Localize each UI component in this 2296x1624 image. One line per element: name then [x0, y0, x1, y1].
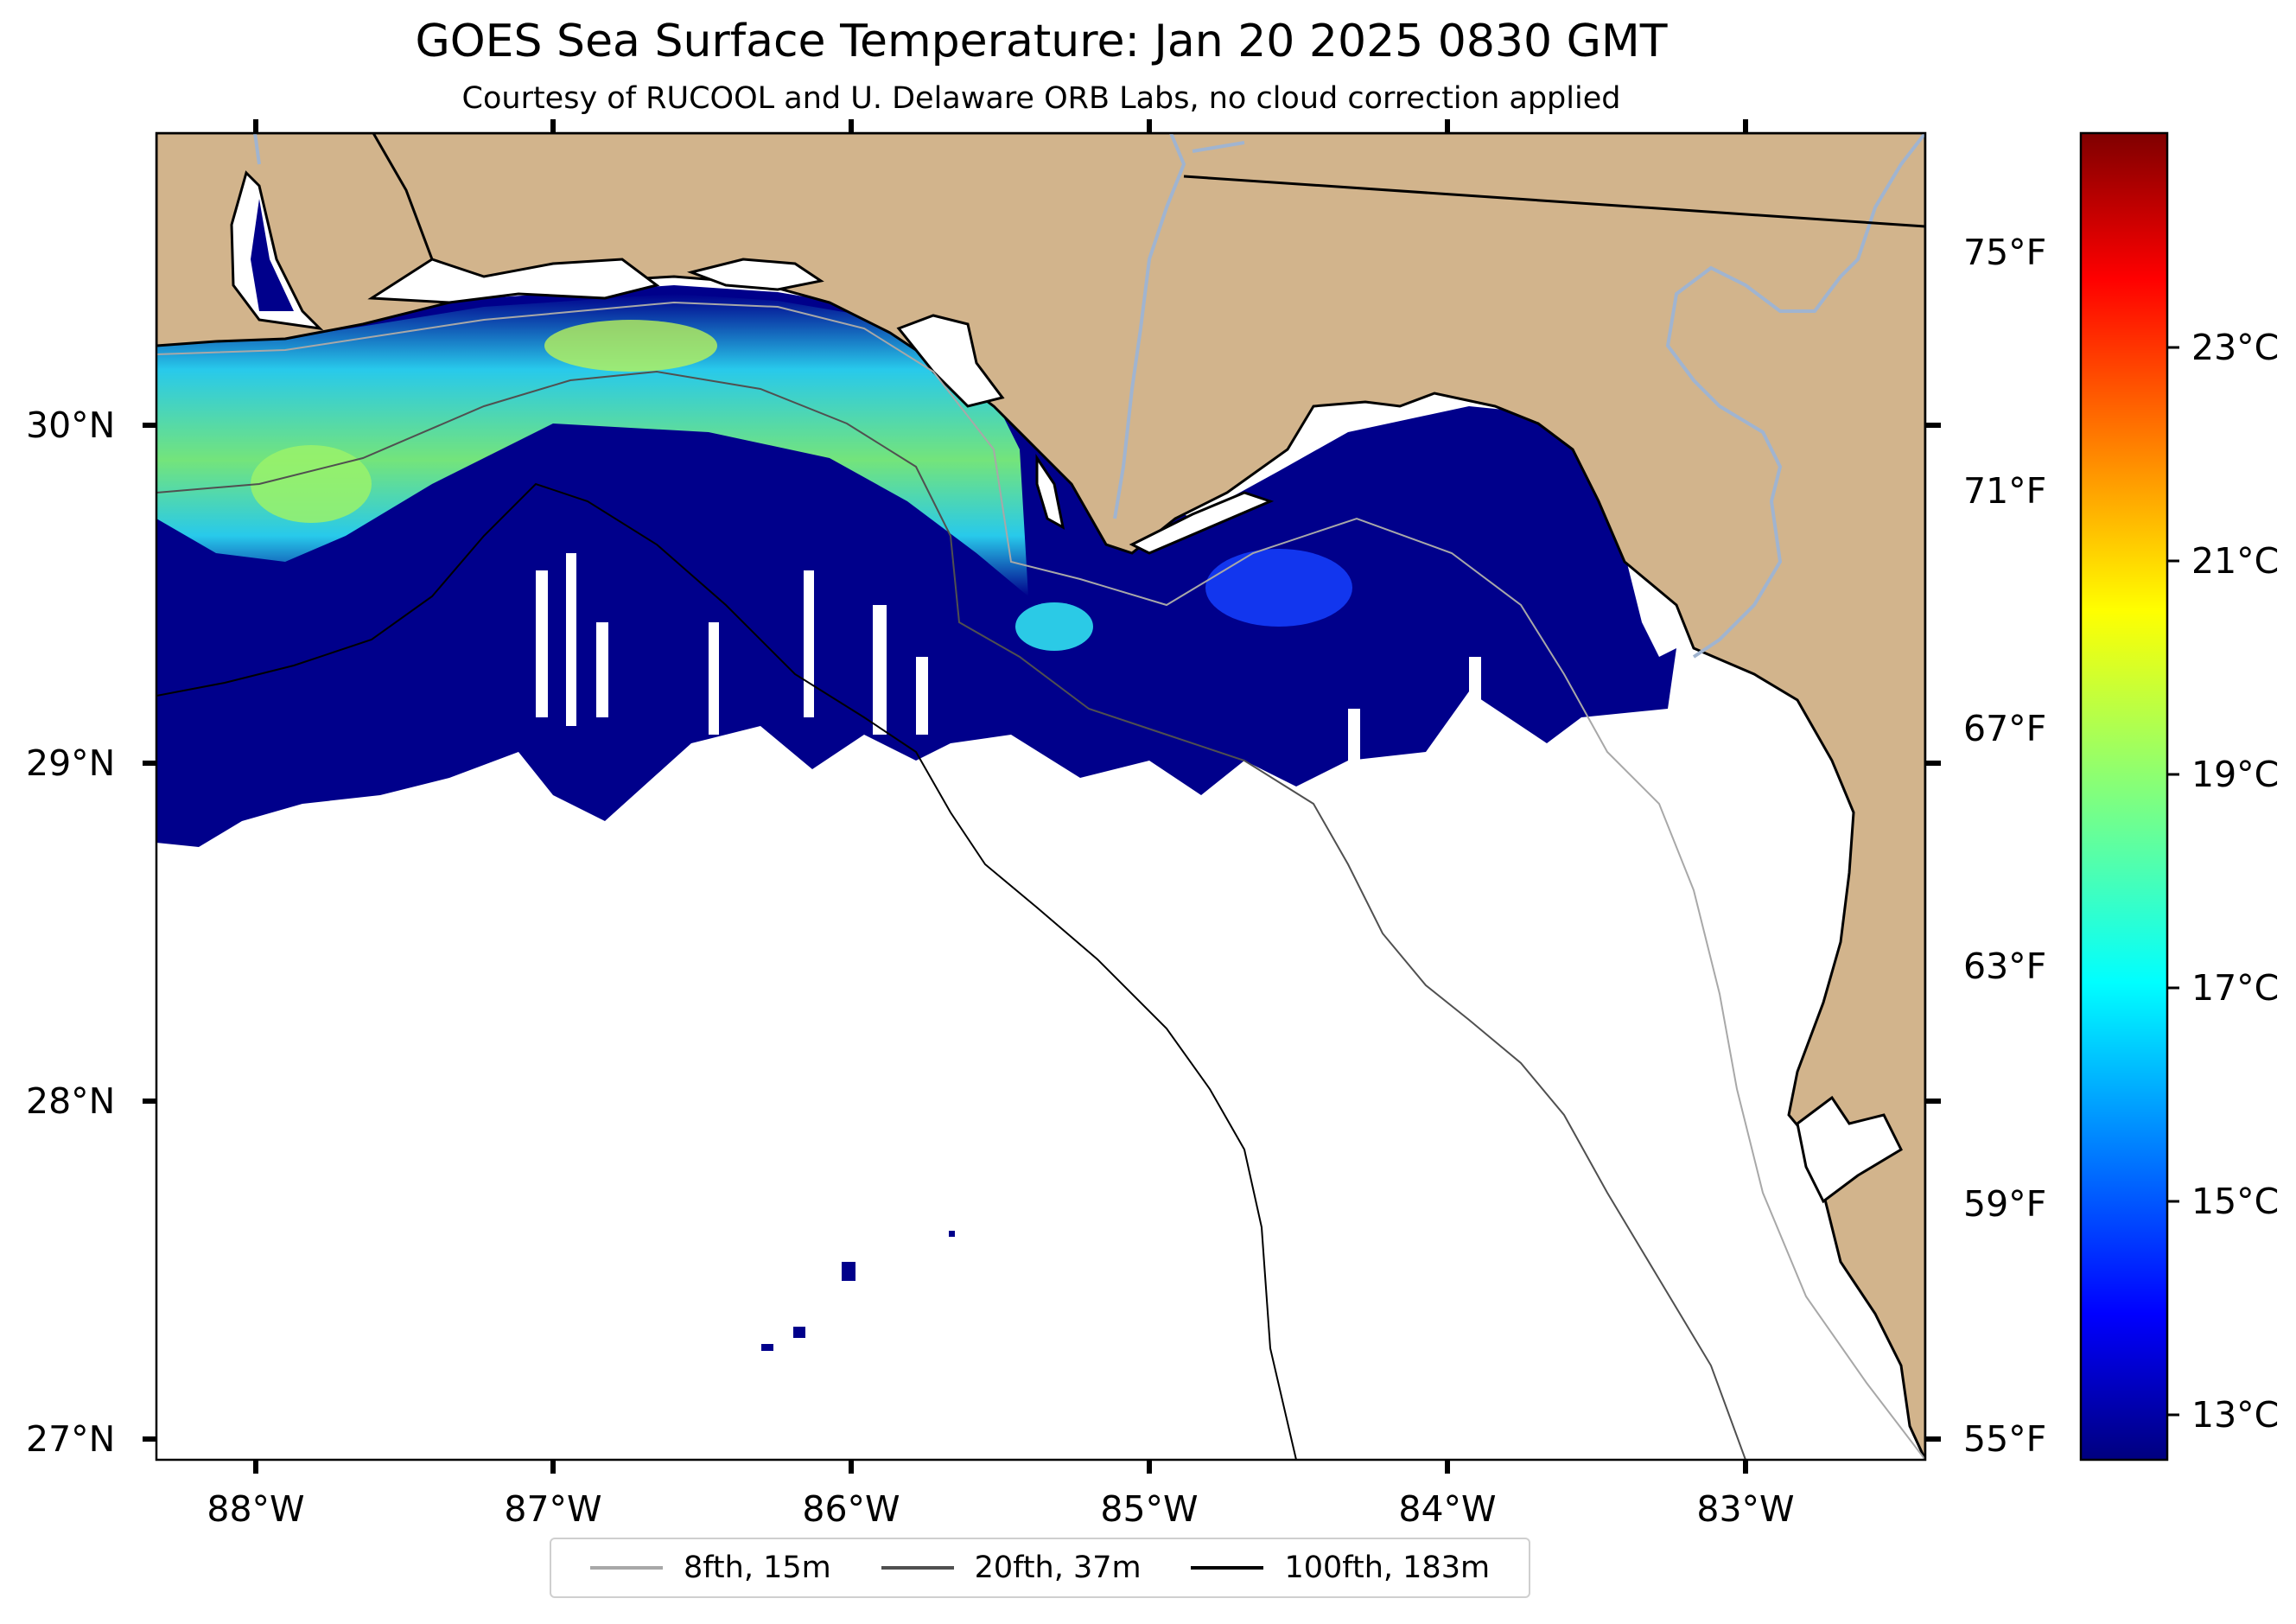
- fahrenheit-label: 75°F: [1963, 232, 2046, 273]
- colorbar-label: 23°C: [2191, 327, 2279, 368]
- colorbar-label: 21°C: [2191, 540, 2279, 582]
- colorbar-label: 15°C: [2191, 1181, 2279, 1222]
- fahrenheit-label: 55°F: [1963, 1418, 2046, 1460]
- colorbar-label: 13°C: [2191, 1394, 2279, 1436]
- lat-label: 30°N: [26, 404, 115, 446]
- fahrenheit-label: 71°F: [1963, 470, 2046, 512]
- legend-label: 20fth, 37m: [974, 1551, 1142, 1585]
- coastal-bays: [367, 258, 660, 304]
- lon-label: 87°W: [504, 1488, 601, 1530]
- lon-label: 88°W: [207, 1488, 304, 1530]
- lat-label: 27°N: [26, 1418, 115, 1460]
- legend-line-icon: [1191, 1566, 1264, 1570]
- legend-item: 100fth, 183m: [1191, 1551, 1490, 1585]
- lon-label: 85°W: [1100, 1488, 1198, 1530]
- rivers: [253, 133, 1925, 659]
- legend-label: 8fth, 15m: [683, 1551, 831, 1585]
- warm-water-band: [156, 294, 1028, 596]
- lon-label: 84°W: [1398, 1488, 1496, 1530]
- legend-line-icon: [589, 1566, 663, 1570]
- lat-label: 28°N: [26, 1080, 115, 1122]
- colorbar-label: 17°C: [2191, 967, 2279, 1009]
- state-border: [1183, 175, 1925, 228]
- legend-item: 20fth, 37m: [881, 1551, 1142, 1585]
- fahrenheit-label: 59°F: [1963, 1183, 2046, 1225]
- legend-item: 8fth, 15m: [589, 1551, 831, 1585]
- legend-label: 100fth, 183m: [1284, 1551, 1491, 1585]
- contour-legend: 8fth, 15m 20fth, 37m 100fth, 183m: [550, 1538, 1530, 1598]
- lon-label: 86°W: [802, 1488, 900, 1530]
- major-ticks: [143, 119, 1941, 1474]
- colorbar: [2079, 131, 2169, 1462]
- mobile-bay: [230, 170, 324, 331]
- bathymetry-contours: [156, 301, 1925, 1460]
- lon-label: 83°W: [1696, 1488, 1794, 1530]
- colorbar-label: 19°C: [2191, 754, 2279, 795]
- chart-title: GOES Sea Surface Temperature: Jan 20 202…: [415, 16, 1668, 67]
- chart-subtitle: Courtesy of RUCOOL and U. Delaware ORB L…: [461, 81, 1621, 116]
- legend-line-icon: [881, 1566, 954, 1570]
- tampa-bay: [1796, 1095, 1903, 1204]
- fahrenheit-label: 63°F: [1963, 946, 2046, 987]
- fahrenheit-label: 67°F: [1963, 708, 2046, 749]
- lat-label: 29°N: [26, 742, 115, 784]
